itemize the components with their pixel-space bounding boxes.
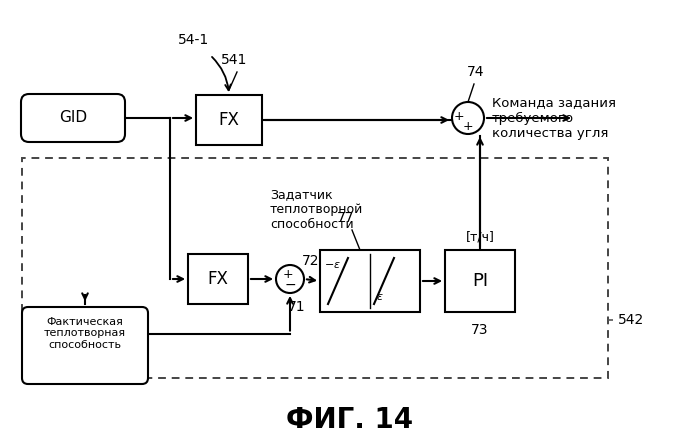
- Bar: [22, 158, 608, 378]
- Text: [т/ч]: [т/ч]: [466, 231, 494, 244]
- Text: +: +: [282, 268, 294, 280]
- Text: Фактическая
теплотворная
способность: Фактическая теплотворная способность: [44, 317, 126, 350]
- Bar: [196, 95, 262, 145]
- Text: 77: 77: [337, 211, 355, 225]
- Text: ФИГ. 14: ФИГ. 14: [286, 406, 413, 434]
- Text: Команда задания
требуемого
количества угля: Команда задания требуемого количества уг…: [492, 96, 616, 140]
- Text: +: +: [454, 110, 464, 123]
- Text: 54-1: 54-1: [178, 33, 209, 47]
- Text: Задатчик
теплотворной
способности: Задатчик теплотворной способности: [270, 188, 363, 232]
- Text: −: −: [284, 278, 296, 292]
- Text: GID: GID: [59, 110, 87, 126]
- Bar: [188, 254, 248, 304]
- FancyBboxPatch shape: [21, 94, 125, 142]
- Text: +: +: [463, 120, 473, 134]
- Bar: [320, 250, 420, 312]
- Text: FX: FX: [208, 270, 229, 288]
- Text: $-\varepsilon$: $-\varepsilon$: [324, 260, 341, 270]
- Text: $\varepsilon$: $\varepsilon$: [376, 292, 384, 302]
- Text: 542: 542: [618, 313, 644, 327]
- Text: 74: 74: [467, 65, 484, 79]
- Text: 71: 71: [288, 300, 305, 314]
- FancyBboxPatch shape: [22, 307, 148, 384]
- Text: PI: PI: [472, 272, 488, 290]
- Text: 541: 541: [221, 53, 247, 67]
- Text: FX: FX: [219, 111, 240, 129]
- Bar: [445, 250, 515, 312]
- Text: 72: 72: [302, 254, 319, 268]
- Text: 73: 73: [471, 323, 489, 337]
